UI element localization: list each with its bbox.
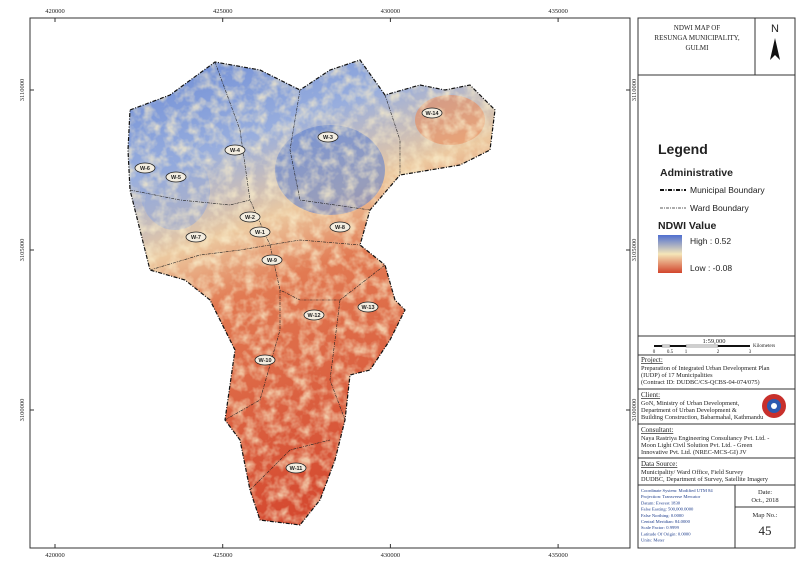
y-tick-label: 3105000 <box>19 239 26 262</box>
x-tick-label: 430000 <box>381 552 401 559</box>
ward-badge <box>134 162 156 174</box>
scale-label: 3 <box>749 350 752 355</box>
x-tick-label: 425000 <box>213 8 233 15</box>
coordinate-info: Central Meridian: 84.0000 <box>641 519 691 524</box>
ward-badge <box>249 226 271 238</box>
info-line: (IUDP) of 17 Municipalities <box>641 372 713 379</box>
ward-label: W-14 <box>425 111 439 117</box>
ward-badge <box>421 107 443 119</box>
ward-badge <box>285 462 307 474</box>
info-line: Naya Rastriya Engineering Consultancy Pv… <box>641 435 769 442</box>
ward-label: W-11 <box>290 466 303 472</box>
info-line: Department of Urban Development & <box>641 407 737 414</box>
scale-unit: Kilometers <box>753 344 775 349</box>
legend-label: Municipal Boundary <box>690 185 765 195</box>
y-tick-label: 3100000 <box>19 399 26 422</box>
date-value: Oct., 2018 <box>751 497 778 504</box>
section-heading: Client: <box>641 391 660 399</box>
info-line: GoN, Ministry of Urban Development, <box>641 400 740 407</box>
info-line: Innovative Pvt. Ltd. (NREC-MCS-GI) JV <box>641 449 747 456</box>
ward-label: W-4 <box>230 148 241 154</box>
legend-ramp <box>658 235 682 273</box>
title: GULMI <box>686 44 710 52</box>
ward-label: W-3 <box>323 135 333 141</box>
title: RESUNGA MUNICIPALITY, <box>654 34 739 42</box>
title: NDWI MAP OF <box>674 24 721 32</box>
coordinate-info: Latitude Of Origin: 0.0000 <box>641 531 691 536</box>
x-tick-label: 420000 <box>45 552 65 559</box>
legend-heading: Legend <box>658 141 708 157</box>
north-label: N <box>771 23 779 35</box>
y-tick-label: 3110000 <box>19 79 26 102</box>
scale-ratio: 1:59,000 <box>703 338 726 345</box>
ward-badge <box>224 144 246 156</box>
scale-label: 0.5 <box>667 350 674 355</box>
y-tick-label: 3100000 <box>631 399 638 422</box>
ward-label: W-10 <box>258 358 271 364</box>
ward-badge <box>239 211 261 223</box>
legend-label: Ward Boundary <box>690 203 749 213</box>
ward-label: W-1 <box>255 230 265 236</box>
info-line: Moon Light Civil Solution Pvt. Ltd. - Gr… <box>641 442 753 449</box>
legend-label: Low : -0.08 <box>690 263 732 273</box>
scale-label: 1 <box>685 350 688 355</box>
map-no-value: 45 <box>759 523 772 538</box>
coordinate-info: False Easting: 500,000.0000 <box>641 507 694 513</box>
y-tick-label: 3105000 <box>631 239 638 262</box>
info-line: Building Construction, Babarmahal, Kathm… <box>641 414 764 421</box>
y-tick-label: 3110000 <box>631 79 638 102</box>
ward-label: W-9 <box>267 258 277 264</box>
scale-label: 2 <box>717 350 720 355</box>
scale-bar <box>654 344 750 348</box>
side-panel <box>637 17 796 549</box>
section-heading: Project: <box>641 356 663 364</box>
ward-label: W-12 <box>307 313 320 319</box>
coordinate-info: Coordinate System: Modified UTM 84 <box>641 488 713 493</box>
x-tick-label: 430000 <box>381 8 401 15</box>
x-tick-label: 425000 <box>213 552 233 559</box>
info-line: (Contract ID: DUDBC/CS-QCBS-04-074/075) <box>641 379 760 386</box>
info-line: Preparation of Integrated Urban Developm… <box>641 365 770 372</box>
x-tick-label: 435000 <box>548 552 568 559</box>
section-heading: Consultant: <box>641 426 673 434</box>
ward-badge <box>165 171 187 183</box>
ward-badge <box>254 354 276 366</box>
date-heading: Date: <box>758 489 772 496</box>
info-line: Municipality/ Ward Office, Field Survey <box>641 469 744 476</box>
x-tick-label: 435000 <box>548 8 568 15</box>
ward-badge <box>185 231 207 243</box>
section-heading: Data Source: <box>641 460 677 468</box>
legend-section: Administrative <box>660 167 733 179</box>
coordinate-info: False Northing: 0.0000 <box>641 513 684 518</box>
legend-label: High : 0.52 <box>690 236 731 246</box>
legend-section: NDWI Value <box>658 220 717 232</box>
ward-label: W-6 <box>140 166 150 172</box>
coordinate-info: Datum: Everest 1830 <box>641 500 681 505</box>
ward-badge <box>329 221 351 233</box>
info-line: DUDBC, Department of Survey, Satellite I… <box>641 476 769 483</box>
ward-badge <box>357 301 379 313</box>
ward-badge <box>261 254 283 266</box>
ward-label: W-8 <box>335 225 345 231</box>
coordinate-info: Projection: Transverse Mercator <box>641 494 701 499</box>
map-no-heading: Map No.: <box>753 512 778 519</box>
ward-badge <box>303 309 325 321</box>
emblem <box>762 394 786 418</box>
ward-label: W-13 <box>361 305 374 311</box>
ward-label: W-2 <box>245 215 255 221</box>
coordinate-info: Scale Factor: 0.9999 <box>641 525 680 530</box>
north-arrow <box>770 38 780 60</box>
ward-label: W-7 <box>191 235 201 241</box>
x-tick-label: 420000 <box>45 8 65 15</box>
ward-label: W-5 <box>171 175 181 181</box>
coordinate-info: Units: Meter <box>641 538 665 543</box>
scale-label: 0 <box>653 350 656 355</box>
ward-boundaries <box>129 61 401 491</box>
ward-badge <box>317 131 339 143</box>
